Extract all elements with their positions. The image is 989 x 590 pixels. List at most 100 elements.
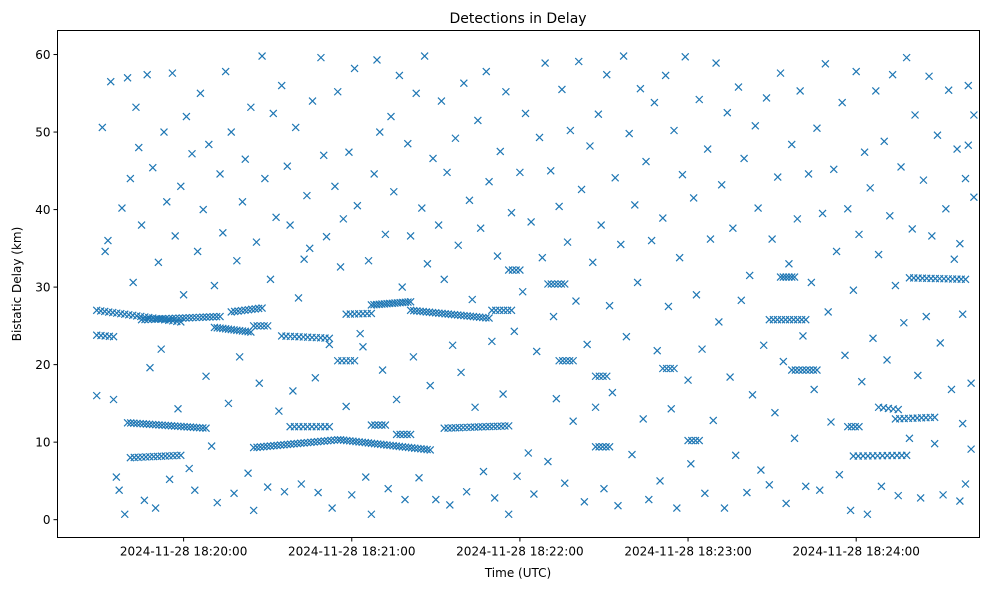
data-point bbox=[186, 423, 195, 432]
data-point bbox=[246, 328, 255, 336]
data-point bbox=[423, 259, 432, 268]
data-point bbox=[308, 97, 317, 105]
data-point bbox=[827, 418, 835, 426]
data-point bbox=[190, 486, 199, 495]
y-tick-label: 40 bbox=[35, 203, 50, 217]
x-tick-label: 2024-11-28 18:21:00 bbox=[288, 545, 415, 559]
data-point bbox=[472, 312, 481, 321]
data-point bbox=[398, 283, 407, 292]
data-point bbox=[591, 403, 600, 412]
data-point bbox=[869, 334, 877, 343]
data-point bbox=[489, 422, 498, 431]
data-point bbox=[510, 327, 519, 336]
data-point bbox=[443, 168, 451, 177]
data-point bbox=[300, 438, 309, 447]
data-point bbox=[277, 81, 286, 90]
data-point bbox=[507, 208, 516, 217]
data-point bbox=[855, 230, 863, 239]
data-point bbox=[178, 314, 187, 322]
data-point bbox=[768, 235, 777, 243]
y-axis-label: Bistatic Delay (km) bbox=[10, 227, 24, 342]
data-point bbox=[444, 310, 453, 319]
data-point bbox=[447, 423, 456, 432]
data-point bbox=[286, 221, 295, 230]
data-point bbox=[463, 312, 472, 320]
data-point bbox=[353, 201, 362, 210]
data-point bbox=[580, 497, 589, 506]
data-point bbox=[286, 440, 295, 449]
data-point bbox=[927, 232, 936, 240]
data-point bbox=[765, 480, 774, 489]
data-point bbox=[399, 430, 408, 439]
x-tick-label: 2024-11-28 18:24:00 bbox=[792, 545, 919, 559]
data-point bbox=[249, 443, 258, 452]
x-axis-ticks: 2024-11-28 18:20:00 2024-11-28 18:21:00 20… bbox=[120, 537, 920, 559]
data-point bbox=[280, 487, 289, 496]
data-point bbox=[546, 166, 555, 175]
chart-title: Detections in Delay bbox=[449, 11, 586, 27]
data-point bbox=[591, 372, 600, 381]
data-point bbox=[143, 70, 152, 79]
data-point bbox=[339, 214, 348, 223]
data-point bbox=[670, 126, 678, 135]
data-point bbox=[478, 313, 487, 322]
data-point bbox=[189, 423, 198, 432]
data-point bbox=[650, 98, 659, 107]
data-point bbox=[429, 154, 437, 163]
data-point bbox=[961, 275, 970, 284]
data-point bbox=[459, 79, 468, 88]
data-point bbox=[504, 421, 513, 430]
data-point bbox=[689, 194, 698, 202]
data-point bbox=[782, 499, 791, 508]
data-point bbox=[737, 296, 746, 305]
data-point bbox=[485, 177, 493, 186]
data-point bbox=[549, 312, 558, 321]
data-point bbox=[288, 387, 297, 395]
data-point bbox=[132, 103, 140, 112]
data-point bbox=[269, 441, 278, 450]
data-point bbox=[104, 236, 112, 245]
data-point bbox=[821, 59, 830, 68]
data-point bbox=[662, 364, 671, 373]
data-point bbox=[170, 422, 179, 430]
data-point bbox=[434, 309, 443, 318]
data-point bbox=[305, 244, 314, 253]
y-tick-label: 50 bbox=[35, 126, 50, 140]
data-point bbox=[734, 83, 743, 92]
data-point bbox=[160, 128, 168, 136]
data-point bbox=[916, 494, 925, 502]
data-point bbox=[495, 306, 504, 315]
data-point bbox=[769, 315, 778, 324]
data-point bbox=[947, 385, 956, 394]
data-point bbox=[675, 253, 684, 262]
data-point bbox=[491, 306, 500, 315]
data-point bbox=[529, 490, 538, 499]
data-point bbox=[877, 482, 886, 491]
data-point bbox=[420, 52, 429, 61]
data-point bbox=[754, 204, 763, 212]
data-point bbox=[602, 372, 611, 381]
data-point bbox=[899, 318, 908, 327]
data-point bbox=[296, 439, 305, 448]
data-point bbox=[276, 441, 285, 450]
data-point bbox=[92, 391, 101, 400]
data-point bbox=[513, 472, 522, 481]
y-tick-label: 10 bbox=[35, 436, 50, 450]
data-point bbox=[664, 302, 673, 311]
data-point bbox=[838, 98, 847, 107]
data-point bbox=[451, 134, 460, 143]
data-point bbox=[625, 129, 634, 138]
data-point bbox=[367, 309, 376, 318]
data-point bbox=[681, 52, 690, 61]
data-point bbox=[560, 280, 569, 288]
data-point bbox=[891, 281, 900, 290]
data-point bbox=[151, 315, 160, 324]
data-point bbox=[695, 95, 704, 104]
data-point bbox=[538, 253, 547, 262]
data-point bbox=[431, 495, 440, 504]
data-point bbox=[566, 126, 575, 135]
data-point bbox=[883, 356, 891, 364]
data-point bbox=[591, 442, 600, 451]
data-point bbox=[246, 103, 255, 112]
